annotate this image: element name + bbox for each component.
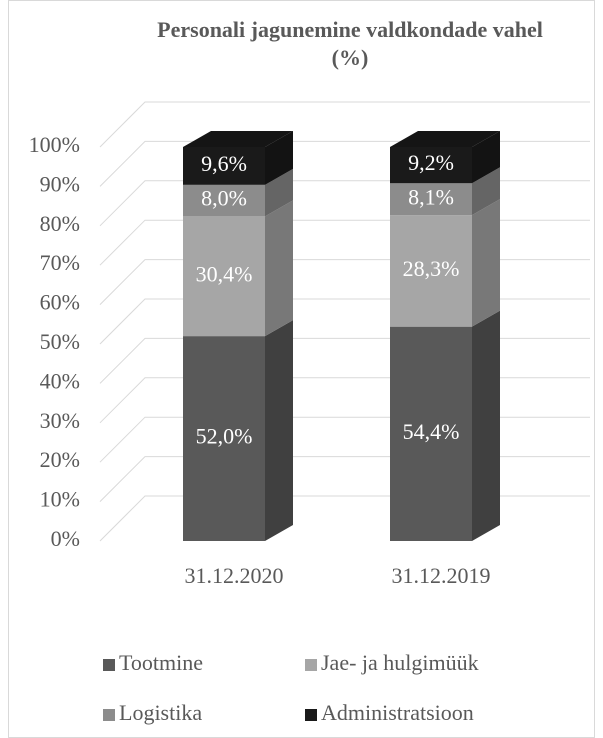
chart-border — [8, 0, 595, 738]
y-tick-label: 80% — [40, 211, 80, 236]
legend-swatch — [103, 709, 115, 721]
bar-side — [265, 168, 293, 217]
legend-label: Jae- ja hulgimüük — [321, 650, 479, 675]
value-label: 9,6% — [201, 151, 247, 176]
bar-segment — [183, 147, 265, 185]
bar-side — [265, 320, 293, 541]
bar-segment — [390, 183, 472, 216]
x-tick-label: 31.12.2019 — [392, 563, 491, 588]
bar-side — [265, 131, 293, 185]
value-label: 28,3% — [403, 256, 460, 281]
y-tick-label: 100% — [29, 132, 80, 157]
legend-label: Logistika — [119, 700, 202, 725]
y-tick-label: 40% — [40, 368, 80, 393]
y-tick-label: 10% — [40, 487, 80, 512]
chart-title: Personali jagunemine valdkondade vahel (… — [157, 17, 543, 70]
grid-line — [99, 259, 590, 305]
bar-segment — [183, 184, 265, 217]
y-tick-label: 20% — [40, 447, 80, 472]
legend-label: Tootmine — [119, 650, 203, 675]
grid-line — [99, 219, 590, 266]
value-label: 52,0% — [196, 424, 253, 449]
grid-line — [99, 180, 590, 227]
grid-line — [99, 377, 590, 424]
bar-segment — [183, 216, 265, 337]
bar-segment — [183, 336, 265, 541]
value-label: 54,4% — [403, 419, 460, 444]
bar-segment — [390, 147, 472, 184]
bar-segment — [390, 326, 472, 541]
grid-line — [99, 456, 590, 502]
value-label: 30,4% — [196, 261, 253, 286]
legend-swatch — [103, 659, 115, 671]
value-label: 8,1% — [408, 184, 454, 209]
bar-segment — [390, 215, 472, 327]
y-tick-label: 60% — [40, 290, 80, 315]
y-tick-label: 70% — [40, 250, 80, 275]
grid-line — [99, 101, 590, 148]
legend-swatch — [305, 659, 317, 671]
legend-swatch — [305, 709, 317, 721]
value-label: 8,0% — [201, 186, 247, 211]
y-tick-label: 90% — [40, 171, 80, 196]
bar-side — [472, 310, 500, 541]
y-tick-label: 30% — [40, 408, 80, 433]
value-label: 9,2% — [408, 150, 454, 175]
grid-line — [99, 140, 590, 187]
bar-top — [390, 131, 500, 147]
bar-side — [472, 199, 500, 327]
bar-side — [472, 131, 500, 184]
grid-line — [99, 298, 590, 345]
x-tick-label: 31.12.2020 — [185, 563, 284, 588]
bar-top — [183, 131, 293, 147]
grid-line — [99, 495, 590, 542]
grid-line — [99, 416, 590, 463]
y-tick-label: 0% — [51, 526, 80, 551]
legend-label: Administratsioon — [321, 700, 474, 725]
bar-side — [472, 167, 500, 216]
y-tick-label: 50% — [40, 329, 80, 354]
bar-side — [265, 200, 293, 337]
grid-line — [99, 337, 590, 384]
